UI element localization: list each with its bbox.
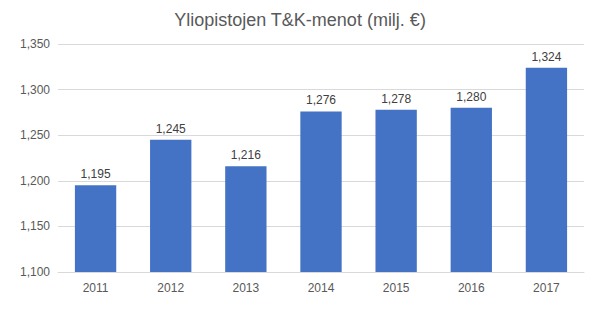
svg-text:2014: 2014 <box>308 281 335 295</box>
svg-text:1,245: 1,245 <box>156 122 186 136</box>
svg-text:1,280: 1,280 <box>456 90 486 104</box>
svg-text:1,300: 1,300 <box>20 83 50 97</box>
svg-text:1,350: 1,350 <box>20 37 50 51</box>
svg-text:2012: 2012 <box>157 281 184 295</box>
svg-text:1,276: 1,276 <box>306 93 336 107</box>
svg-text:2017: 2017 <box>533 281 560 295</box>
svg-text:1,324: 1,324 <box>531 50 561 64</box>
svg-text:1,250: 1,250 <box>20 128 50 142</box>
svg-text:1,100: 1,100 <box>20 265 50 279</box>
svg-text:1,216: 1,216 <box>231 148 261 162</box>
svg-text:1,278: 1,278 <box>381 92 411 106</box>
svg-text:Yliopistojen T&K-menot (milj.: Yliopistojen T&K-menot (milj. €) <box>174 10 426 30</box>
svg-text:2013: 2013 <box>233 281 260 295</box>
svg-text:2016: 2016 <box>458 281 485 295</box>
svg-text:1,200: 1,200 <box>20 174 50 188</box>
svg-text:1,195: 1,195 <box>81 167 111 181</box>
svg-text:2011: 2011 <box>83 281 109 295</box>
svg-text:1,150: 1,150 <box>20 219 50 233</box>
svg-text:2015: 2015 <box>383 281 410 295</box>
